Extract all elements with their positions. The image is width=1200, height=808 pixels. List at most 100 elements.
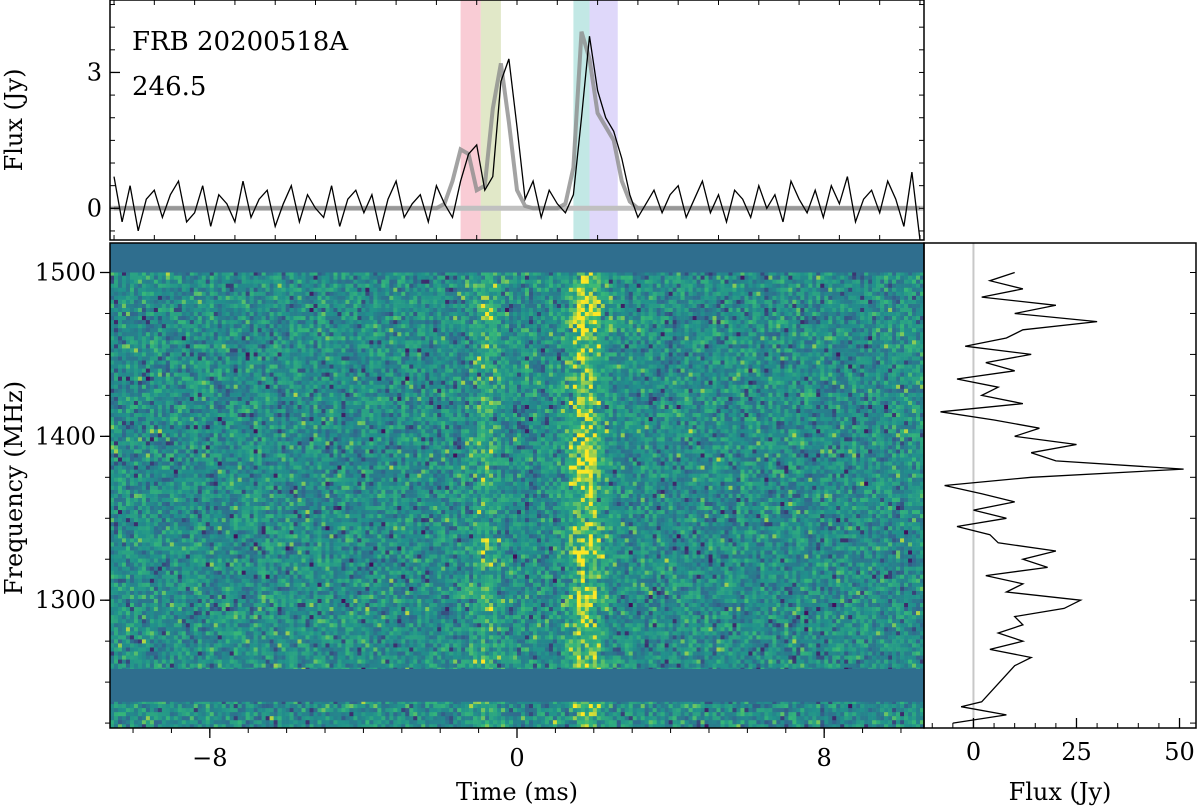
- heatmap-cell: [792, 663, 797, 668]
- heatmap-cell: [469, 719, 474, 725]
- heatmap-cell: [592, 707, 598, 713]
- heatmap-cell: [868, 639, 873, 644]
- heatmap-cell: [752, 659, 757, 664]
- heatmap-cell: [892, 635, 897, 640]
- heatmap-cell: [652, 723, 657, 729]
- heatmap-cell: [644, 715, 649, 721]
- heatmap-cell: [684, 715, 689, 721]
- heatmap-cell: [329, 651, 334, 656]
- heatmap-cell: [269, 639, 274, 644]
- heatmap-cell: [632, 719, 638, 725]
- heatmap-cell: [425, 703, 430, 709]
- heatmap-cell: [776, 703, 781, 709]
- heatmap-cell: [820, 723, 825, 729]
- heatmap-cell: [796, 635, 801, 640]
- heatmap-cell: [289, 699, 294, 705]
- heatmap-cell: [445, 719, 450, 725]
- heatmap-cell: [433, 711, 438, 717]
- heatmap-cell: [321, 663, 326, 668]
- heatmap-cell: [620, 699, 626, 705]
- heatmap-cell: [217, 707, 223, 713]
- heatmap-cell: [912, 711, 917, 717]
- heatmap-cell: [305, 707, 310, 713]
- heatmap-cell: [724, 635, 729, 640]
- heatmap-cell: [552, 699, 558, 705]
- heatmap-cell: [624, 647, 630, 652]
- heatmap-cell: [381, 703, 386, 709]
- heatmap-cell: [205, 715, 211, 721]
- heatmap-cell: [832, 707, 837, 713]
- heatmap-cell: [544, 699, 550, 705]
- heatmap-cell: [796, 711, 801, 717]
- heatmap-cell: [177, 655, 183, 660]
- heatmap-cell: [756, 719, 761, 725]
- heatmap-cell: [405, 715, 410, 721]
- heatmap-cell: [469, 715, 474, 721]
- heatmap-cell: [728, 651, 733, 656]
- heatmap-cell: [592, 723, 598, 729]
- heatmap-cell: [852, 663, 857, 668]
- heatmap-cell: [293, 639, 298, 644]
- heatmap-cell: [796, 699, 801, 705]
- heatmap-cell: [425, 651, 430, 656]
- heatmap-cell: [804, 643, 809, 648]
- heatmap-cell: [612, 723, 618, 729]
- heatmap-cell: [572, 631, 578, 636]
- heatmap-cell: [908, 639, 913, 644]
- heatmap-cell: [217, 647, 223, 652]
- heatmap-cell: [588, 699, 594, 705]
- heatmap-cell: [572, 719, 578, 725]
- heatmap-cell: [520, 715, 526, 721]
- heatmap-cell: [277, 699, 282, 705]
- heatmap-cell: [576, 703, 582, 709]
- heatmap-cell: [301, 711, 306, 717]
- heatmap-cell: [110, 651, 115, 656]
- heatmap-cell: [844, 723, 849, 729]
- heatmap-cell: [736, 711, 741, 717]
- heatmap-cell: [421, 715, 426, 721]
- heatmap-cell: [748, 719, 753, 725]
- heatmap-cell: [217, 663, 223, 668]
- heatmap-cell: [628, 635, 634, 640]
- heatmap-cell: [421, 707, 426, 713]
- heatmap-cell: [381, 631, 386, 636]
- heatmap-cell: [181, 719, 187, 725]
- heatmap-cell: [680, 719, 685, 725]
- heatmap-cell: [421, 663, 426, 668]
- heatmap-cell: [816, 635, 821, 640]
- heatmap-cell: [193, 639, 199, 644]
- heatmap-cell: [297, 659, 302, 664]
- heatmap-cell: [313, 655, 318, 660]
- heatmap-cell: [772, 699, 777, 705]
- heatmap-cell: [225, 647, 231, 652]
- heatmap-cell: [161, 647, 167, 652]
- heatmap-cell: [724, 651, 729, 656]
- heatmap-cell: [632, 655, 638, 660]
- heatmap-cell: [780, 647, 785, 652]
- heatmap-cell: [225, 659, 231, 664]
- heatmap-cell: [181, 639, 187, 644]
- heatmap-cell: [628, 651, 634, 656]
- heatmap-cell: [441, 699, 446, 705]
- heatmap-cell: [736, 707, 741, 713]
- heatmap-cell: [584, 711, 590, 717]
- heatmap-cell: [664, 723, 669, 729]
- heatmap-cell: [253, 723, 258, 729]
- heatmap-cell: [568, 699, 574, 705]
- heatmap-cell: [117, 715, 123, 721]
- heatmap-cell: [413, 711, 418, 717]
- heatmap-cell: [600, 639, 606, 644]
- heatmap-cell: [760, 707, 765, 713]
- heatmap-cell: [736, 635, 741, 640]
- heatmap-cell: [161, 655, 167, 660]
- heatmap-cell: [413, 635, 418, 640]
- heatmap-cell: [185, 631, 191, 636]
- heatmap-cell: [832, 639, 837, 644]
- heatmap-cell: [812, 659, 817, 664]
- heatmap-cell: [896, 639, 901, 644]
- heatmap-cell: [209, 655, 215, 660]
- heatmap-cell: [880, 663, 885, 668]
- heatmap-cell: [636, 703, 641, 709]
- heatmap-cell: [465, 663, 470, 668]
- heatmap-cell: [417, 703, 422, 709]
